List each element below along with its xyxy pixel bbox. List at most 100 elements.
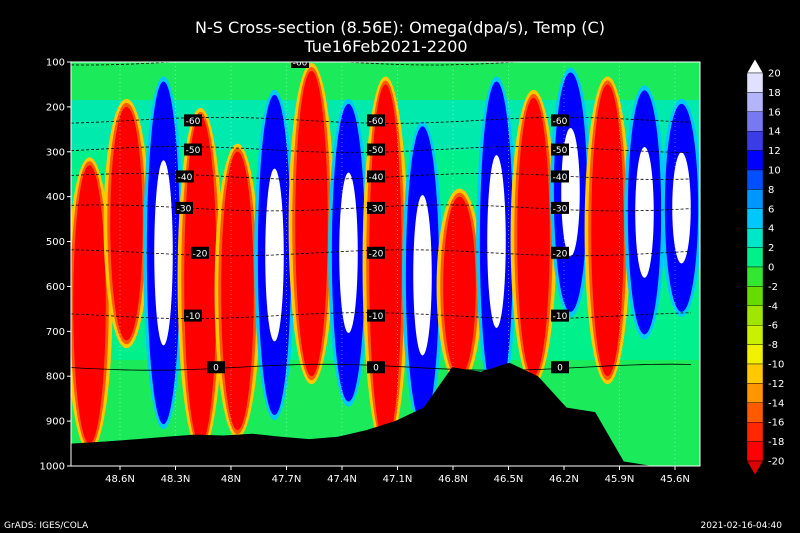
y-tick-label: 200 (46, 102, 65, 113)
colorbar-box (746, 72, 764, 93)
y-tick-label: 800 (46, 372, 65, 383)
colorbar-tick-label: 2 (768, 243, 774, 254)
terrain-mask (71, 362, 700, 466)
temp-contour-label: -10 (184, 309, 202, 322)
y-tick-label: 100 (46, 58, 65, 69)
svg-text:-30: -30 (369, 204, 384, 214)
colorbar-tick-label: 12 (768, 146, 781, 157)
svg-text:-60: -60 (553, 117, 568, 127)
colorbar-tick-label: -8 (768, 340, 778, 351)
footer-timestamp: 2021-02-16-04:40 (701, 521, 783, 531)
svg-text:-50: -50 (553, 146, 568, 156)
temp-contour-label: -40 (551, 170, 569, 183)
svg-text:0: 0 (557, 364, 563, 374)
svg-text:-10: -10 (369, 312, 384, 322)
y-tick-label: 700 (46, 327, 65, 338)
plot-area (71, 62, 700, 466)
y-tick-label: 600 (46, 282, 65, 293)
colorbar-box (746, 305, 764, 326)
temp-contour-label: -20 (551, 246, 569, 259)
y-tick-label: 500 (46, 237, 65, 248)
colorbar-tick-label: 16 (768, 107, 781, 118)
svg-text:-60: -60 (293, 59, 308, 69)
colorbar-box (746, 325, 764, 345)
y-tick-label: 400 (46, 192, 65, 203)
omega-cell-white-core (672, 152, 691, 264)
svg-text:-10: -10 (553, 312, 568, 322)
y-tick-label: 1000 (40, 462, 65, 473)
temp-contour-label: -10 (551, 309, 569, 322)
temp-contour-label: -40 (176, 170, 194, 183)
svg-text:-40: -40 (369, 173, 384, 183)
y-tick-label: 900 (46, 417, 65, 428)
colorbar-box (746, 383, 764, 403)
colorbar-box (746, 227, 764, 248)
y-axis: 100 200 300 400 500 600 700 800 900 1000 (40, 58, 71, 473)
x-tick-label: 48.3N (161, 474, 191, 485)
colorbar-top-arrow (746, 58, 764, 74)
temp-contour-line (71, 62, 691, 66)
temp-contour-label: 0 (551, 361, 569, 374)
svg-text:-50: -50 (186, 146, 201, 156)
svg-text:-30: -30 (553, 204, 568, 214)
colorbar-box (746, 130, 764, 151)
svg-text:-20: -20 (193, 249, 208, 259)
y-tick-label: 300 (46, 147, 65, 158)
omega-cell-red (591, 84, 624, 377)
x-tick-label: 47.4N (327, 474, 357, 485)
omega-cell-red (443, 196, 476, 377)
temp-contour-label: -10 (367, 309, 385, 322)
svg-text:-60: -60 (369, 117, 384, 127)
temp-contour-label: -60 (367, 114, 385, 127)
temp-contour-label: -60 (184, 114, 202, 127)
svg-text:-20: -20 (553, 249, 568, 259)
temp-contour-label: -30 (175, 201, 193, 214)
colorbar-box (746, 169, 764, 190)
colorbar-tick-label: 8 (768, 185, 774, 196)
x-tick-label: 46.5N (494, 474, 524, 485)
temp-contour-label: -20 (367, 246, 385, 259)
colorbar-box (746, 441, 764, 462)
colorbar-bottom-arrow (746, 460, 764, 476)
x-tick-label: 46.2N (549, 474, 579, 485)
temp-contour-label: -50 (551, 143, 569, 156)
chart-subtitle: Tue16Feb2021-2200 (303, 37, 467, 56)
terrain-shape (71, 362, 700, 466)
colorbar-box (746, 266, 764, 287)
omega-cell-red (73, 165, 106, 444)
colorbar-tick-label: -2 (768, 282, 778, 293)
svg-text:0: 0 (213, 364, 219, 374)
colorbar-tick-label: 0 (768, 263, 774, 274)
x-tick-label: 48.6N (105, 474, 135, 485)
omega-cell-red (517, 97, 550, 377)
temp-contour-label: -60 (291, 59, 309, 69)
x-axis: 48.6N 48.3N 48N 47.7N 47.4N 47.1N 46.8N 46.5N 46… (105, 466, 690, 485)
colorbar-box (746, 111, 764, 132)
colorbar-box (746, 344, 764, 365)
colorbar-box (746, 422, 764, 442)
colorbar-tick-label: -14 (768, 398, 784, 409)
omega-cell-white-core (487, 155, 506, 328)
colorbar-tick-label: 18 (768, 88, 781, 99)
omega-cell-white-core (265, 168, 284, 342)
temp-contour-label: -50 (184, 143, 202, 156)
colorbar-tick-label: -16 (768, 418, 784, 429)
colorbar-tick-label: -18 (768, 437, 784, 448)
colorbar-box (746, 150, 764, 171)
colorbar-box (746, 189, 764, 209)
x-tick-label: 46.8N (438, 474, 468, 485)
omega-cell-white-core (413, 194, 432, 356)
colorbar-tick-label: 14 (768, 127, 781, 138)
colorbar-box (746, 402, 764, 423)
colorbar-tick-label: 6 (768, 204, 774, 215)
plot-frame (70, 61, 701, 467)
temp-contour-label: -30 (367, 201, 385, 214)
omega-cell-red (221, 151, 254, 431)
svg-text:-20: -20 (369, 249, 384, 259)
colorbar-box (746, 363, 764, 384)
omega-cell-red (110, 106, 143, 341)
x-tick-label: 45.6N (660, 474, 690, 485)
temperature-contours: -60 -60 -60 -60 -50 -50 -50 -40 -40 -40 -30 -30 -30 -… (71, 59, 692, 374)
svg-text:-40: -40 (178, 173, 193, 183)
